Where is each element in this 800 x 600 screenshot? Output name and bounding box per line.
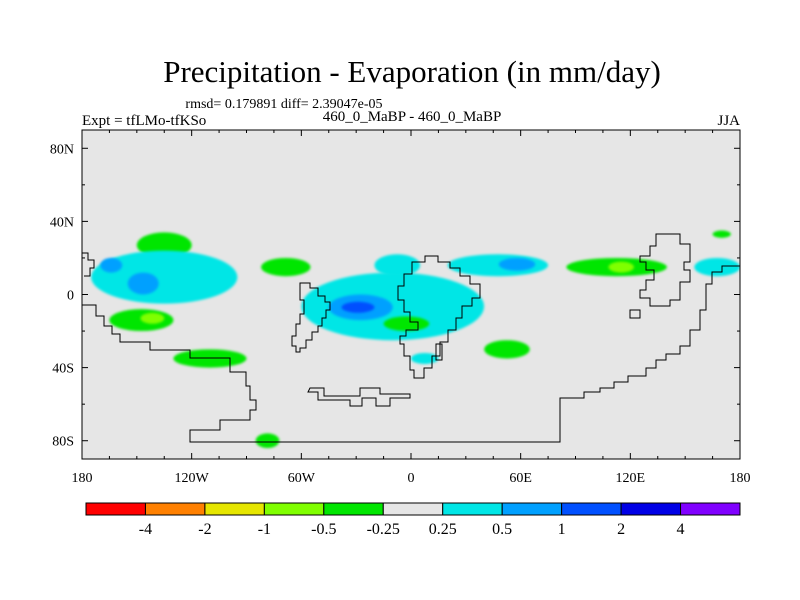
right-label: JJA — [717, 113, 740, 129]
colorbar-swatch-3 — [263, 502, 325, 516]
colorbar-swatch-5 — [382, 502, 444, 516]
anomaly-region-21 — [694, 257, 740, 277]
coastline-asia-east — [639, 233, 691, 307]
colorbar-label: -4 — [139, 521, 152, 538]
colorbar-swatch-10 — [680, 502, 741, 516]
colorbar-label: -0.5 — [311, 521, 336, 538]
anomaly-region-22 — [712, 230, 731, 238]
y-tick-label: 40S — [52, 362, 74, 377]
colorbar-label: 0.5 — [492, 521, 512, 538]
x-tick-label: 180 — [72, 471, 93, 486]
anomaly-region-13 — [411, 352, 439, 364]
coastline-africa — [397, 255, 481, 379]
y-tick-label: 80S — [52, 435, 74, 450]
coastline-america — [291, 282, 331, 353]
x-tick-label: 120W — [175, 471, 210, 486]
colorbar: -4 -2 -1 -0.5 -0.25 0.25 0.5 1 2 4 — [85, 502, 741, 538]
anomaly-region-14 — [374, 254, 421, 277]
anomaly-region-12 — [383, 316, 430, 332]
y-tick-label: 80N — [50, 142, 74, 157]
center-label: 460_0_MaBP - 460_0_MaBP — [323, 109, 502, 125]
stats-line: rmsd= 0.179891 diff= 2.39047e-05 — [185, 97, 382, 112]
colorbar-label: 0.25 — [429, 521, 457, 538]
anomaly-region-18 — [608, 261, 634, 273]
x-tick-label: 60E — [509, 471, 532, 486]
coastline-antarctic-peninsula — [307, 387, 411, 407]
coastline-south-rim — [82, 265, 740, 443]
colorbar-swatch-8 — [561, 502, 622, 516]
anomaly-region-9 — [301, 272, 485, 341]
x-tick-label: 120E — [616, 471, 646, 486]
x-axis: 180 120W 60W 0 60E 120E 180 — [72, 130, 751, 486]
y-tick-label: 0 — [67, 289, 74, 304]
anomaly-region-20 — [255, 433, 280, 449]
colorbar-label: 1 — [558, 521, 566, 538]
x-tick-label: 180 — [730, 471, 751, 486]
colorbar-swatch-2 — [204, 502, 265, 516]
colorbar-swatch-7 — [501, 502, 563, 516]
left-label: Expt = tfLMo-tfKSo — [82, 113, 206, 129]
colorbar-label: -2 — [198, 521, 211, 538]
anomaly-region-19 — [484, 340, 530, 359]
chart-title: Precipitation - Evaporation (in mm/day) — [163, 54, 661, 89]
x-tick-label: 60W — [288, 471, 316, 486]
colorbar-label: 4 — [677, 521, 685, 538]
anomaly-fills — [91, 230, 740, 449]
colorbar-swatch-4 — [323, 502, 384, 516]
colorbar-label: -0.25 — [367, 521, 400, 538]
y-axis: 80N 40N 0 40S 80S — [50, 142, 740, 450]
colorbar-swatch-6 — [442, 502, 503, 516]
colorbar-label: 2 — [617, 521, 625, 538]
x-tick-label: 0 — [408, 471, 415, 486]
anomaly-region-11 — [341, 301, 375, 313]
colorbar-swatch-0 — [85, 502, 146, 516]
colorbar-swatch-9 — [620, 502, 682, 516]
coastline-north-america-west — [82, 252, 95, 277]
anomaly-region-2 — [91, 250, 238, 304]
anomaly-region-4 — [100, 257, 123, 273]
colorbar-label: -1 — [258, 521, 271, 538]
coastline-indonesia — [629, 309, 641, 319]
anomaly-region-6 — [140, 312, 165, 324]
anomaly-region-7 — [261, 257, 311, 277]
coastline-madagascar — [435, 343, 443, 361]
y-tick-label: 40N — [50, 215, 74, 230]
anomaly-region-16 — [498, 257, 536, 271]
anomaly-region-3 — [127, 272, 159, 295]
coastlines — [82, 233, 740, 443]
colorbar-swatch-1 — [144, 502, 206, 516]
